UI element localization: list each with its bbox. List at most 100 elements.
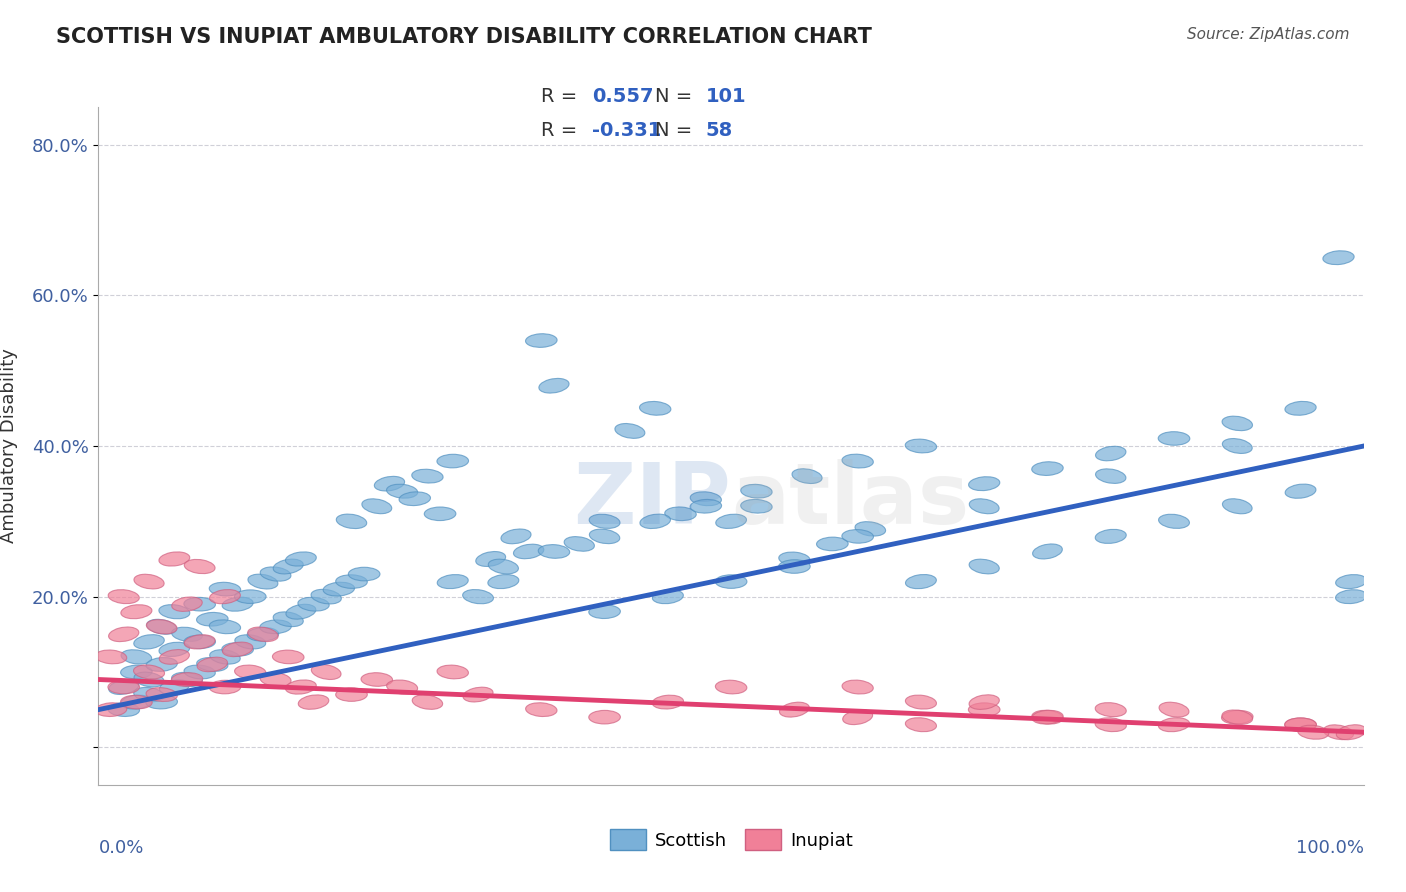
Ellipse shape (1222, 439, 1253, 453)
Ellipse shape (652, 695, 683, 709)
Ellipse shape (184, 665, 215, 679)
Ellipse shape (1032, 544, 1063, 559)
Ellipse shape (652, 590, 683, 604)
Ellipse shape (741, 500, 772, 513)
Ellipse shape (690, 491, 721, 506)
Ellipse shape (412, 469, 443, 483)
Ellipse shape (1095, 529, 1126, 543)
Ellipse shape (387, 484, 418, 498)
Ellipse shape (969, 499, 1000, 514)
Ellipse shape (159, 642, 190, 657)
Ellipse shape (311, 665, 342, 680)
Ellipse shape (817, 537, 848, 550)
Ellipse shape (1336, 724, 1367, 739)
Ellipse shape (235, 635, 266, 648)
Ellipse shape (247, 627, 278, 641)
Ellipse shape (336, 574, 367, 589)
Ellipse shape (260, 567, 291, 582)
Ellipse shape (108, 590, 139, 604)
Ellipse shape (349, 567, 380, 581)
Ellipse shape (969, 695, 1000, 709)
Text: N =: N = (655, 87, 699, 106)
Ellipse shape (1032, 710, 1063, 724)
Text: R =: R = (541, 120, 583, 140)
Text: 0.557: 0.557 (592, 87, 654, 106)
Ellipse shape (779, 560, 810, 574)
Ellipse shape (209, 620, 240, 633)
Ellipse shape (475, 551, 506, 566)
Ellipse shape (336, 688, 367, 701)
Ellipse shape (690, 500, 721, 513)
Ellipse shape (197, 657, 228, 672)
Ellipse shape (1095, 469, 1126, 483)
Text: N =: N = (655, 120, 699, 140)
Ellipse shape (209, 681, 240, 694)
Ellipse shape (463, 590, 494, 604)
Ellipse shape (209, 649, 240, 665)
Ellipse shape (146, 657, 177, 672)
Ellipse shape (842, 530, 873, 543)
Ellipse shape (716, 574, 747, 589)
Ellipse shape (526, 703, 557, 716)
Ellipse shape (437, 665, 468, 679)
Ellipse shape (538, 378, 569, 393)
Ellipse shape (172, 673, 202, 686)
Ellipse shape (121, 649, 152, 664)
Ellipse shape (538, 545, 569, 558)
Ellipse shape (134, 688, 165, 702)
Ellipse shape (222, 597, 253, 611)
Ellipse shape (273, 650, 304, 664)
Ellipse shape (399, 491, 430, 506)
Ellipse shape (1285, 401, 1316, 416)
Ellipse shape (298, 598, 329, 611)
Ellipse shape (172, 673, 202, 687)
Ellipse shape (437, 574, 468, 589)
Ellipse shape (716, 514, 747, 528)
Ellipse shape (1336, 574, 1367, 589)
Ellipse shape (336, 514, 367, 529)
Ellipse shape (235, 590, 266, 603)
Ellipse shape (1222, 710, 1253, 724)
Ellipse shape (969, 703, 1000, 716)
Ellipse shape (146, 619, 177, 634)
Ellipse shape (197, 657, 228, 672)
Ellipse shape (488, 559, 519, 574)
Ellipse shape (1323, 251, 1354, 265)
Ellipse shape (184, 635, 215, 648)
Ellipse shape (184, 635, 215, 648)
Ellipse shape (121, 695, 152, 709)
Ellipse shape (172, 597, 202, 611)
Ellipse shape (855, 522, 886, 536)
Ellipse shape (741, 484, 772, 498)
Ellipse shape (121, 695, 152, 709)
Ellipse shape (108, 681, 139, 694)
Ellipse shape (425, 507, 456, 521)
Ellipse shape (665, 507, 696, 521)
Ellipse shape (1336, 590, 1367, 604)
Ellipse shape (1095, 718, 1126, 731)
Ellipse shape (134, 634, 165, 649)
Ellipse shape (437, 454, 468, 467)
Ellipse shape (361, 499, 392, 514)
Ellipse shape (146, 688, 177, 701)
Text: 0.0%: 0.0% (98, 839, 143, 857)
Ellipse shape (513, 544, 544, 558)
Ellipse shape (905, 574, 936, 589)
Ellipse shape (1222, 710, 1253, 724)
Ellipse shape (361, 673, 392, 686)
Ellipse shape (526, 334, 557, 347)
Text: -0.331: -0.331 (592, 120, 661, 140)
Text: atlas: atlas (731, 458, 969, 541)
Ellipse shape (247, 574, 278, 589)
Legend: Scottish, Inupiat: Scottish, Inupiat (602, 822, 860, 857)
Ellipse shape (159, 605, 190, 619)
Y-axis label: Ambulatory Disability: Ambulatory Disability (0, 349, 18, 543)
Ellipse shape (96, 703, 127, 716)
Ellipse shape (1095, 703, 1126, 716)
Ellipse shape (197, 613, 228, 626)
Ellipse shape (172, 627, 202, 641)
Ellipse shape (463, 687, 494, 702)
Ellipse shape (311, 590, 342, 604)
Ellipse shape (905, 718, 936, 731)
Ellipse shape (589, 710, 620, 724)
